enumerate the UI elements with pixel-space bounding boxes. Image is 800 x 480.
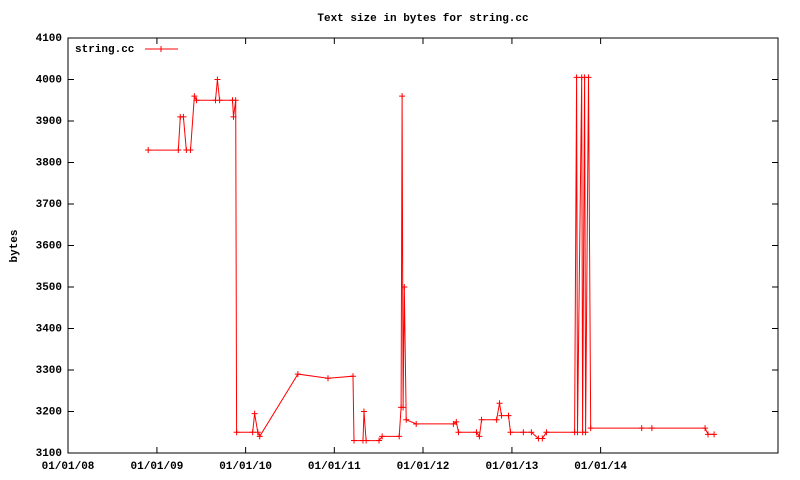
data-point [528, 429, 535, 436]
data-point [574, 429, 581, 436]
data-point [145, 147, 152, 154]
data-point [379, 433, 386, 440]
data-point [702, 425, 709, 432]
series-line [148, 77, 715, 442]
data-point [543, 429, 550, 436]
data-point [413, 420, 420, 427]
data-point [478, 416, 485, 423]
data-point [520, 429, 527, 436]
data-point [350, 437, 357, 444]
data-point [498, 412, 505, 419]
y-tick-label: 3100 [36, 448, 62, 460]
data-point [180, 113, 187, 120]
data-point [476, 433, 483, 440]
data-point [539, 435, 546, 442]
data-point [251, 410, 258, 417]
x-tick-label: 01/01/12 [397, 461, 450, 473]
data-point [585, 74, 592, 81]
data-point [187, 147, 194, 154]
data-point [232, 97, 239, 104]
y-tick-label: 3800 [36, 157, 62, 169]
data-point [396, 433, 403, 440]
data-point [401, 284, 408, 290]
data-point [587, 425, 594, 432]
data-point [214, 76, 221, 83]
data-point [496, 400, 503, 407]
chart-title: Text size in bytes for string.cc [317, 13, 528, 25]
data-point [324, 375, 331, 382]
x-tick-label: 01/01/13 [486, 461, 539, 473]
data-point [573, 74, 580, 81]
legend-label: string.cc [75, 44, 134, 56]
data-point [376, 437, 383, 444]
legend-marker [158, 46, 164, 52]
x-tick-label: 01/01/10 [219, 461, 272, 473]
data-point [403, 416, 410, 423]
data-point [363, 437, 370, 444]
y-tick-label: 3600 [36, 240, 62, 252]
data-point [249, 429, 256, 436]
data-point [216, 97, 223, 104]
data-point [400, 404, 407, 411]
data-point [505, 412, 512, 419]
data-point [193, 97, 200, 104]
y-tick-label: 3900 [36, 116, 62, 128]
y-axis-label: bytes [9, 229, 21, 262]
data-point [455, 429, 462, 436]
plot-border [67, 37, 779, 454]
y-tick-label: 3300 [36, 365, 62, 377]
data-point [705, 431, 712, 438]
data-point [453, 418, 460, 425]
data-point [507, 429, 514, 436]
data-point [648, 425, 655, 432]
x-tick-label: 01/01/11 [308, 461, 361, 473]
y-tick-label: 4100 [36, 33, 62, 45]
y-tick-label: 4000 [36, 74, 62, 86]
y-tick-label: 3500 [36, 282, 62, 294]
data-point [256, 433, 263, 440]
data-point [175, 147, 182, 154]
x-tick-label: 01/01/14 [574, 461, 627, 473]
y-tick-label: 3400 [36, 323, 62, 335]
data-point [350, 373, 357, 380]
data-point [233, 429, 240, 436]
data-point [711, 431, 718, 438]
data-point [582, 429, 589, 436]
x-tick-label: 01/01/09 [131, 461, 184, 473]
data-point [493, 416, 500, 423]
data-point [399, 93, 406, 100]
y-tick-label: 3200 [36, 406, 62, 418]
data-point [230, 113, 237, 120]
data-point [254, 429, 261, 436]
x-tick-label: 01/01/08 [42, 461, 95, 473]
data-point [191, 93, 198, 100]
data-point [473, 429, 480, 436]
data-point [360, 408, 367, 415]
y-tick-label: 3700 [36, 199, 62, 211]
data-point [638, 425, 645, 432]
data-point [294, 371, 301, 378]
